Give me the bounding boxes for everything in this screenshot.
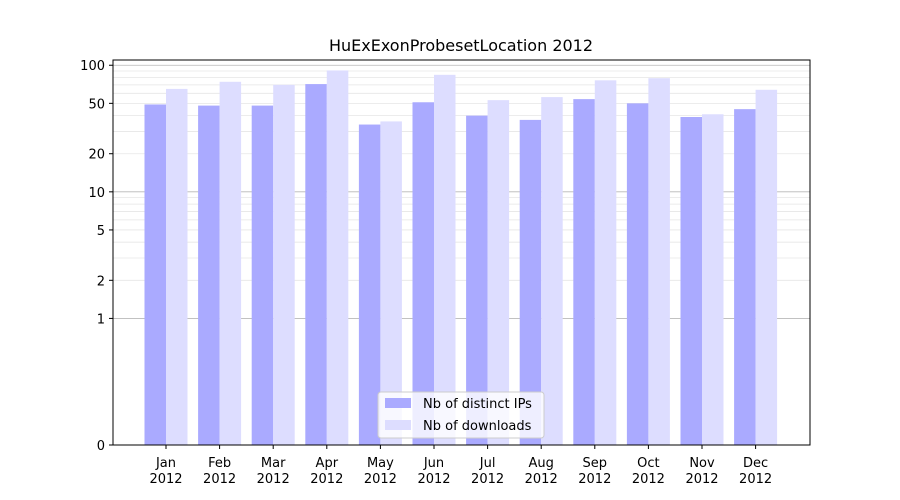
x-tick-label: Oct 2012 <box>632 456 665 487</box>
bar-downloads <box>219 81 242 445</box>
x-tick-label: Jun 2012 <box>417 456 450 487</box>
y-tick-label: 100 <box>80 59 105 74</box>
bar-distinct-ips <box>198 105 220 446</box>
y-axis: 0 1 2 5 10 20 50 100 <box>80 59 113 454</box>
y-tick-label: 20 <box>88 148 105 163</box>
bar-downloads <box>648 78 670 445</box>
bar-distinct-ips <box>305 84 327 446</box>
plot-frame <box>112 59 811 446</box>
bar-downloads <box>755 89 778 445</box>
legend-swatch-downloads <box>385 420 411 430</box>
bar-downloads <box>487 100 510 445</box>
bar-downloads <box>434 74 456 445</box>
bar-downloads <box>541 97 563 446</box>
y-tick-label: 2 <box>97 274 105 289</box>
bar-distinct-ips <box>519 119 542 445</box>
x-tick-label: Aug 2012 <box>525 456 558 487</box>
y-tick-label: 1 <box>97 312 105 327</box>
y-tick-label: 5 <box>97 224 105 239</box>
y-tick-label: 50 <box>88 97 105 112</box>
x-tick-label: Sep 2012 <box>578 456 611 487</box>
bar-distinct-ips <box>358 124 381 445</box>
bar-distinct-ips <box>412 102 434 445</box>
bar-downloads <box>326 70 349 445</box>
legend-label-ips: Nb of distinct IPs <box>423 397 532 412</box>
x-tick-label: Dec 2012 <box>739 456 772 487</box>
legend-label-downloads: Nb of downloads <box>423 419 532 434</box>
x-tick-label: Jan 2012 <box>149 456 182 487</box>
bar-downloads <box>273 84 295 445</box>
x-tick-label: Feb 2012 <box>203 456 236 487</box>
bars <box>144 70 778 446</box>
x-axis: Jan 2012 Feb 2012 Mar 2012 Apr 2012 May 2012 Jun 20… <box>149 445 772 487</box>
bar-distinct-ips <box>680 117 702 446</box>
bar-distinct-ips <box>251 105 274 446</box>
bar-downloads <box>594 80 617 446</box>
x-tick-label: Jul 2012 <box>471 456 504 487</box>
x-tick-label: Mar 2012 <box>257 456 290 487</box>
bar-distinct-ips <box>144 104 166 445</box>
legend-swatch-ips <box>385 398 411 408</box>
y-tick-label: 0 <box>97 439 105 454</box>
chart-title: HuExExonProbesetLocation 2012 <box>329 36 593 55</box>
bar-distinct-ips <box>626 103 649 445</box>
y-tick-label: 10 <box>88 186 105 201</box>
bar-distinct-ips <box>573 99 595 445</box>
bar-distinct-ips <box>734 109 756 446</box>
bar-downloads <box>380 121 402 445</box>
bar-downloads <box>702 114 724 445</box>
legend: Nb of distinct IPs Nb of downloads <box>377 391 545 439</box>
x-tick-label: May 2012 <box>364 456 397 487</box>
x-tick-label: Apr 2012 <box>310 456 343 487</box>
bar-distinct-ips <box>466 115 488 445</box>
legend-box <box>377 391 545 439</box>
x-tick-label: Nov 2012 <box>685 456 718 487</box>
bar-downloads <box>166 88 188 445</box>
